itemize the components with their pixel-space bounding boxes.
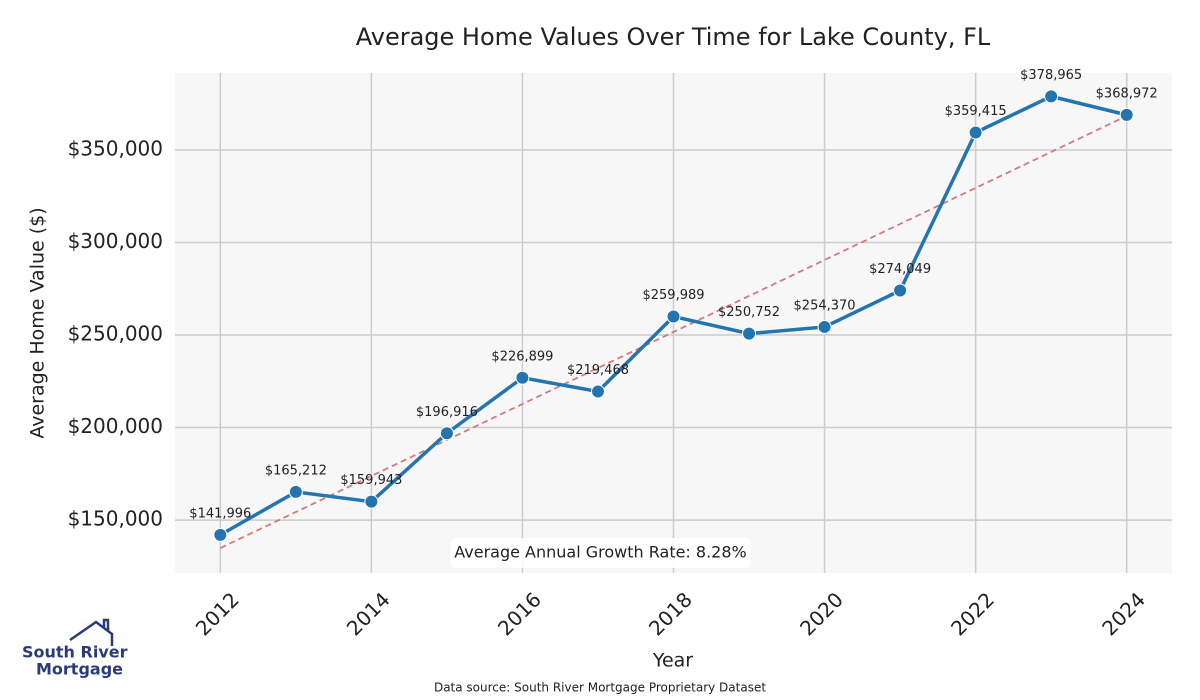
data-label: $196,916 xyxy=(416,405,478,420)
data-label: $165,212 xyxy=(265,463,327,478)
annotation-box xyxy=(450,538,751,568)
data-label: $368,972 xyxy=(1096,86,1158,101)
x-axis-label: Year xyxy=(652,650,693,672)
logo-text: South River xyxy=(22,643,128,662)
chart-title: Average Home Values Over Time for Lake C… xyxy=(356,23,991,51)
data-point xyxy=(439,426,454,441)
y-tick-label: $350,000 xyxy=(68,136,163,160)
data-point xyxy=(515,370,530,385)
x-tick-label: 2022 xyxy=(946,587,999,640)
x-tick-label: 2024 xyxy=(1097,587,1150,640)
x-tick-label: 2020 xyxy=(795,587,848,640)
y-tick-label: $200,000 xyxy=(68,414,163,438)
annotation: Average Annual Growth Rate: 8.28% xyxy=(454,543,746,562)
logo-text: Mortgage xyxy=(36,660,123,679)
data-label: $259,989 xyxy=(642,288,704,303)
data-label: $250,752 xyxy=(718,305,780,320)
x-tick-label: 2018 xyxy=(644,587,697,640)
data-point xyxy=(213,527,228,542)
logo-house xyxy=(69,618,114,646)
trend-line xyxy=(219,115,1128,549)
data-point xyxy=(288,484,303,499)
y-axis-label: Average Home Value ($) xyxy=(27,207,49,438)
x-tick-label: 2014 xyxy=(342,587,395,640)
data-label: $359,415 xyxy=(945,104,1007,119)
data-label: $159,943 xyxy=(340,473,402,488)
source-note: Data source: South River Mortgage Propri… xyxy=(434,681,766,695)
logo: South River Mortgage xyxy=(22,618,128,679)
data-point xyxy=(666,309,681,324)
marks: $141,996 $165,212 $159,943 $196,916 $226,899… xyxy=(189,68,1158,549)
data-point xyxy=(590,384,605,399)
data-point xyxy=(364,494,379,509)
data-point xyxy=(742,326,757,341)
data-point xyxy=(968,125,983,140)
data-point xyxy=(817,319,832,334)
grid xyxy=(175,73,1172,573)
data-label: $219,468 xyxy=(567,363,629,378)
y-tick-label: $150,000 xyxy=(68,507,163,531)
data-label: $141,996 xyxy=(189,506,251,521)
data-point xyxy=(1119,107,1134,122)
x-tick-label: 2012 xyxy=(191,587,244,640)
data-label: $274,049 xyxy=(869,262,931,277)
data-label: $226,899 xyxy=(491,349,553,364)
data-label: $378,965 xyxy=(1020,68,1082,83)
data-point xyxy=(893,283,908,298)
x-tick-label: 2016 xyxy=(493,587,546,640)
y-tick-label: $300,000 xyxy=(68,229,163,253)
data-point xyxy=(1044,89,1059,104)
data-label: $254,370 xyxy=(794,298,856,313)
y-tick-label: $250,000 xyxy=(68,322,163,346)
